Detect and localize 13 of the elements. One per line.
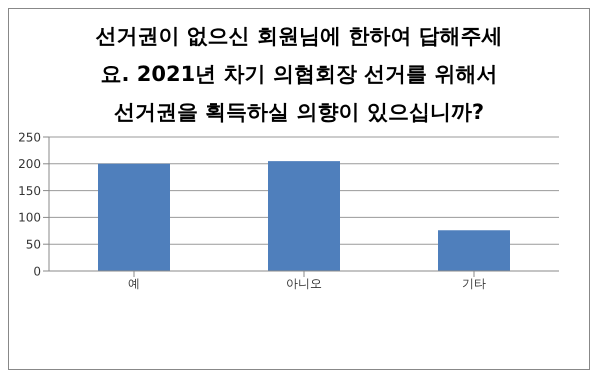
chart-title: 선거권이 없으신 회원님에 한하여 답해주세요. 2021년 차기 의협회장 선거를 위해서 선거권을 획득하실 의향이 있으십니까? bbox=[94, 23, 504, 126]
y-tick-label: 150 bbox=[18, 184, 41, 198]
x-tick-label: 기타 bbox=[462, 276, 486, 291]
bar bbox=[98, 164, 170, 271]
y-tick-label: 250 bbox=[18, 130, 41, 144]
bar bbox=[268, 161, 340, 271]
y-tick-label: 50 bbox=[26, 237, 41, 252]
y-tick-label: 200 bbox=[18, 157, 41, 172]
y-tick-label: 0 bbox=[33, 264, 41, 278]
bar bbox=[438, 230, 510, 271]
x-tick-label: 아니오 bbox=[286, 276, 322, 291]
y-tick-label: 100 bbox=[18, 210, 41, 225]
x-tick-label: 예 bbox=[128, 276, 140, 291]
